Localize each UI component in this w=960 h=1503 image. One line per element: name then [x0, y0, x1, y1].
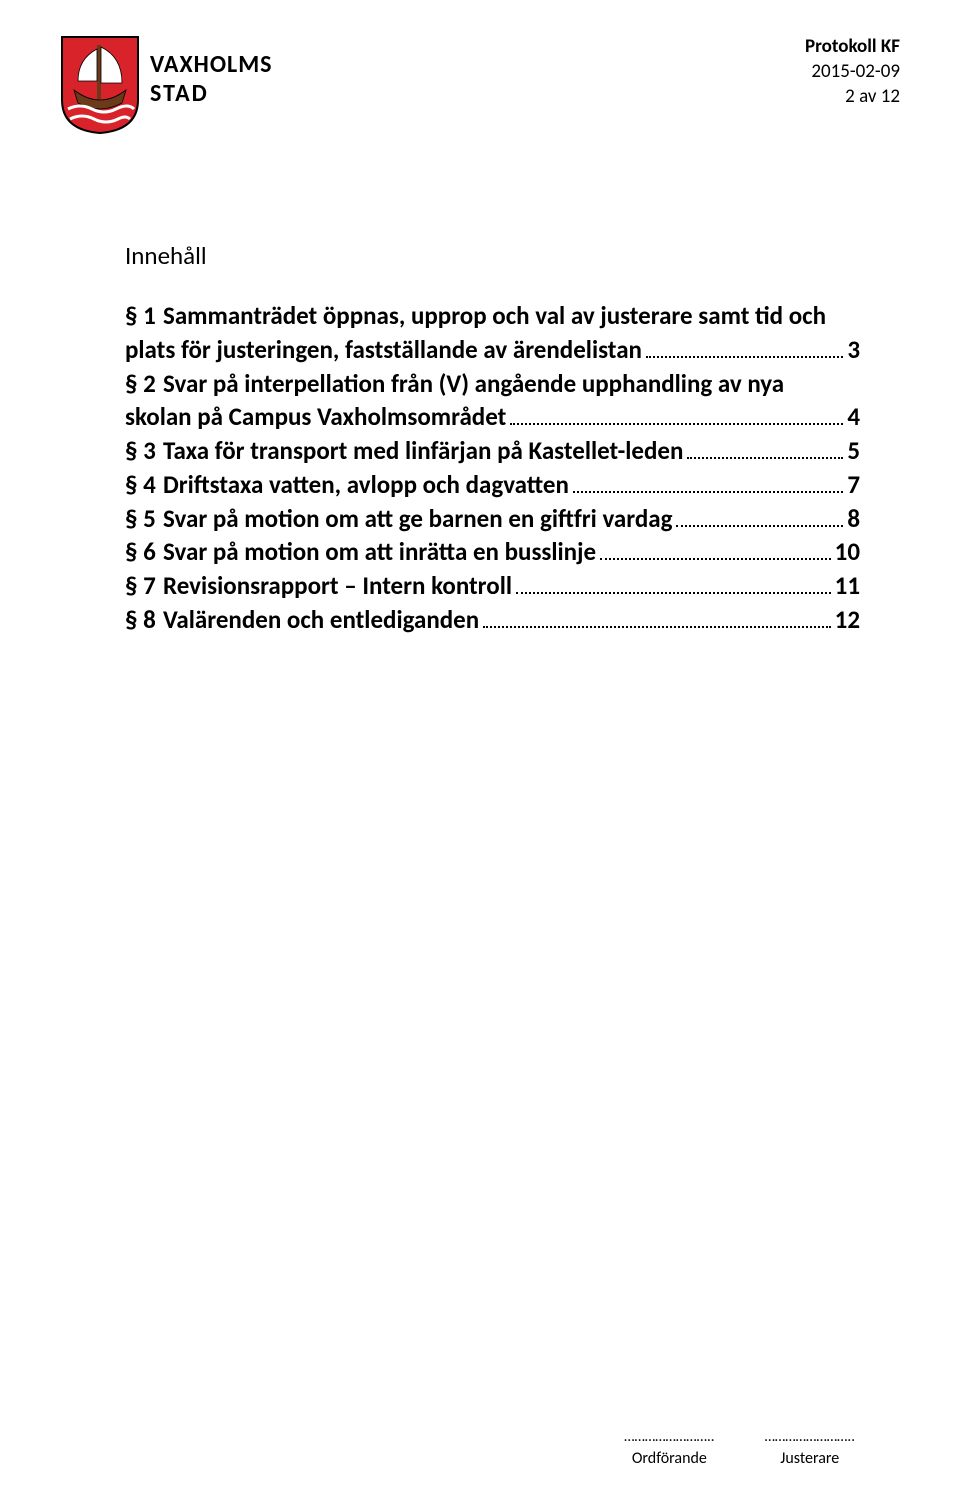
toc-title: Taxa för transport med linfärjan på Kast… — [163, 434, 683, 468]
toc-section-number: § 3 — [125, 434, 163, 468]
org-name-line1: VAXHOLMS — [150, 50, 273, 79]
toc-title: skolan på Campus Vaxholmsområdet — [125, 400, 506, 434]
toc-title: plats för justeringen, fastställande av … — [125, 333, 642, 367]
toc-entry: § 6 Svar på motion om att inrätta en bus… — [125, 535, 860, 569]
org-shield-icon — [60, 35, 140, 135]
toc-section-number: § 6 — [125, 535, 163, 569]
toc-list: § 1 Sammanträdet öppnas, upprop och val … — [125, 299, 860, 637]
signature-adjuster: …………………….. Justerare — [765, 1428, 855, 1468]
org-name-line2: STAD — [150, 79, 273, 108]
role-chair: Ordförande — [632, 1449, 707, 1468]
logo-block: VAXHOLMS STAD — [60, 35, 273, 135]
toc-page: 7 — [847, 468, 860, 502]
toc-page: 10 — [835, 535, 860, 569]
toc-heading: Innehåll — [125, 240, 860, 271]
toc-entry: § 7 Revisionsrapport – Intern kontroll 11 — [125, 569, 860, 603]
toc-entry: § 1 Sammanträdet öppnas, upprop och val … — [125, 299, 860, 333]
toc-section-number: § 1 — [125, 299, 163, 333]
toc-leader — [687, 457, 843, 459]
toc-leader — [676, 525, 843, 527]
toc-leader — [516, 592, 831, 594]
toc-entry-continuation: plats för justeringen, fastställande av … — [125, 333, 860, 367]
role-adjuster: Justerare — [780, 1449, 839, 1468]
toc-page: 4 — [847, 400, 860, 434]
signature-chair: …………………….. Ordförande — [624, 1428, 714, 1468]
toc-entry: § 8 Valärenden och entlediganden 12 — [125, 603, 860, 637]
doc-type: Protokoll KF — [805, 35, 900, 58]
page-header: VAXHOLMS STAD Protokoll KF 2015-02-09 2 … — [60, 35, 900, 135]
toc-title: Svar på motion om att ge barnen en giftf… — [163, 502, 672, 536]
toc-page: 3 — [847, 333, 860, 367]
toc-title: Driftstaxa vatten, avlopp och dagvatten — [163, 468, 569, 502]
toc-section-number: § 7 — [125, 569, 163, 603]
toc-leader — [600, 558, 831, 560]
toc-page: 5 — [847, 434, 860, 468]
toc-title: Revisionsrapport – Intern kontroll — [163, 569, 512, 603]
toc-page: 12 — [835, 603, 860, 637]
toc-leader — [483, 626, 830, 628]
toc-section-number: § 5 — [125, 502, 163, 536]
org-name: VAXHOLMS STAD — [150, 35, 273, 108]
doc-page-number: 2 av 12 — [805, 85, 900, 108]
toc-page: 11 — [835, 569, 860, 603]
toc-entry: § 2 Svar på interpellation från (V) angå… — [125, 367, 860, 401]
toc-entry: § 5 Svar på motion om att ge barnen en g… — [125, 502, 860, 536]
toc-section-number: § 8 — [125, 603, 163, 637]
toc-container: Innehåll § 1 Sammanträdet öppnas, upprop… — [125, 240, 860, 637]
toc-entry-continuation: skolan på Campus Vaxholmsområdet 4 — [125, 400, 860, 434]
toc-entry: § 4 Driftstaxa vatten, avlopp och dagvat… — [125, 468, 860, 502]
toc-title: Svar på interpellation från (V) angående… — [163, 367, 784, 401]
toc-section-number: § 4 — [125, 468, 163, 502]
signature-line: …………………….. — [624, 1428, 714, 1446]
toc-leader — [646, 356, 843, 358]
toc-title: Sammanträdet öppnas, upprop och val av j… — [163, 299, 826, 333]
toc-entry: § 3 Taxa för transport med linfärjan på … — [125, 434, 860, 468]
document-meta: Protokoll KF 2015-02-09 2 av 12 — [805, 35, 900, 108]
toc-leader — [573, 491, 843, 493]
toc-leader — [510, 423, 843, 425]
signature-line: …………………….. — [765, 1428, 855, 1446]
toc-page: 8 — [847, 502, 860, 536]
toc-title: Valärenden och entlediganden — [163, 603, 479, 637]
toc-title: Svar på motion om att inrätta en busslin… — [163, 535, 596, 569]
doc-date: 2015-02-09 — [805, 60, 900, 83]
signature-footer: …………………….. Ordförande …………………….. Justera… — [624, 1428, 855, 1468]
toc-section-number: § 2 — [125, 367, 163, 401]
